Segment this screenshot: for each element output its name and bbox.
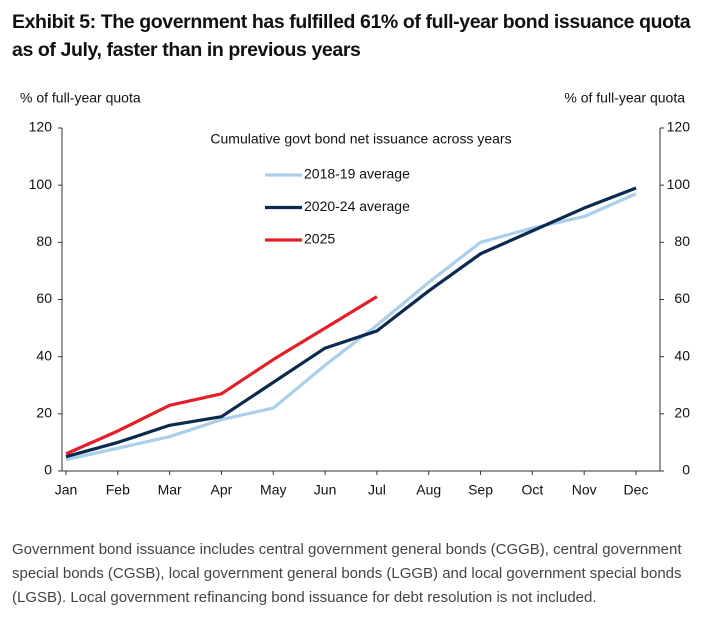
- footnote: Government bond issuance includes centra…: [12, 541, 682, 606]
- x-tick-label: Aug: [416, 482, 441, 498]
- x-tick-label: Apr: [211, 482, 233, 498]
- x-tick-label: Sep: [468, 482, 493, 498]
- chart-title: Exhibit 5: The government has fulfilled …: [12, 11, 691, 61]
- legend-label: 2018-19 average: [304, 166, 410, 182]
- x-tick-label: Jun: [314, 482, 337, 498]
- y-tick-label: 100: [29, 176, 53, 192]
- y-tick-label: 80: [36, 233, 52, 249]
- x-tick-label: Oct: [521, 482, 543, 498]
- legend-label: 2020-24 average: [304, 198, 410, 214]
- x-tick-label: Nov: [572, 482, 597, 498]
- y2-tick-label: 120: [667, 119, 691, 135]
- y2-tick-label: 40: [674, 347, 690, 363]
- y-axis-label: % of full-year quota: [20, 90, 141, 106]
- x-tick-label: Mar: [158, 482, 182, 498]
- y-tick-label: 20: [36, 405, 52, 421]
- line: [65, 192, 637, 462]
- y2-tick-label: 20: [674, 405, 690, 421]
- x-tick-label: Dec: [624, 482, 649, 498]
- y2-tick-label: 60: [674, 290, 690, 306]
- y-tick-label: 60: [36, 290, 52, 306]
- line: [65, 186, 637, 459]
- y-tick-label: 120: [29, 119, 53, 135]
- x-tick-label: Jul: [368, 482, 386, 498]
- y-tick-label: 0: [44, 462, 52, 478]
- x-tick-label: Jan: [55, 482, 78, 498]
- y2-tick-label: 100: [667, 176, 691, 192]
- chart: % of full-year quota % of full-year quot…: [20, 90, 691, 498]
- y-tick-label: 40: [36, 347, 52, 363]
- y2-tick-label: 80: [674, 233, 690, 249]
- y2-tick-label: 0: [682, 462, 690, 478]
- line: [65, 295, 378, 456]
- chart-subtitle: Cumulative govt bond net issuance across…: [210, 131, 511, 147]
- y2-axis-label: % of full-year quota: [564, 90, 685, 106]
- x-tick-label: May: [260, 482, 286, 498]
- legend-label: 2025: [304, 231, 335, 247]
- x-tick-label: Feb: [106, 482, 130, 498]
